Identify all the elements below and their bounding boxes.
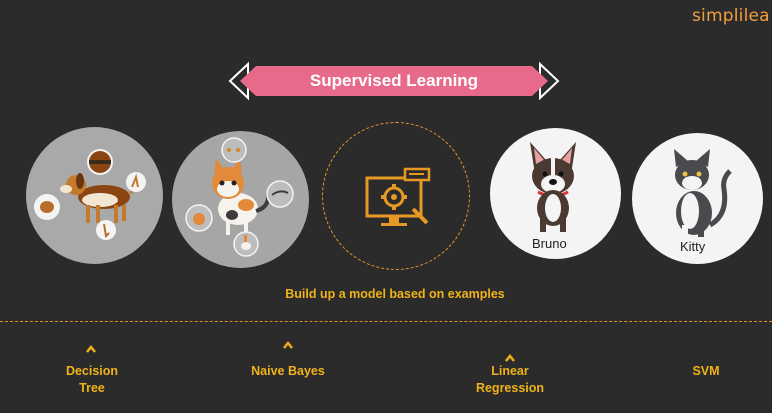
algorithm-decision-tree: Decision Tree [52,363,132,397]
brand-logo: simplilea [692,6,770,26]
algorithm-linear-regression: Linear Regression [462,363,558,397]
dog-features-illustration [26,127,163,264]
model-icon-circle [322,122,470,270]
algorithm-label: SVM [692,364,720,378]
brand-logo-text: simplilea [692,6,770,26]
example-dog-label: Bruno [532,236,567,251]
example-dog-bruno: Bruno [490,128,621,259]
title-banner [228,61,560,101]
caret-up-icon [86,344,96,353]
example-cat-kitty: Kitty [632,133,763,264]
algorithm-naive-bayes: Naive Bayes [232,363,344,380]
cat-features-illustration [172,131,309,268]
caret-up-icon [505,353,515,362]
caret-up-icon [283,340,293,349]
page-title: Supervised Learning [309,71,479,90]
example-cat-label: Kitty [680,239,706,254]
algorithm-label: Decision Tree [65,364,119,395]
dashed-divider [0,321,772,322]
algorithm-label: Naive Bayes [251,364,325,378]
subtitle: Build up a model based on examples [285,287,505,301]
algorithm-svm: SVM [676,363,736,380]
algorithm-label: Linear Regression [475,364,545,395]
computer-gear-icon [365,167,431,226]
